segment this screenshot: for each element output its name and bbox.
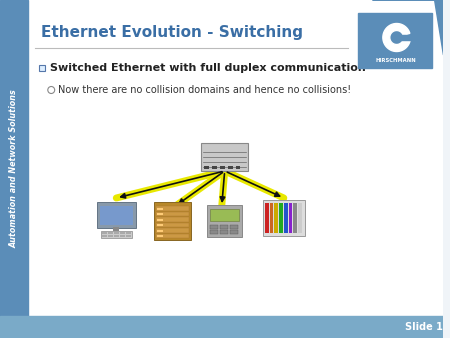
Bar bbox=[210, 230, 218, 234]
Bar bbox=[235, 166, 240, 169]
Bar bbox=[201, 143, 248, 171]
Bar bbox=[288, 203, 292, 233]
Bar bbox=[220, 166, 225, 169]
Bar bbox=[156, 222, 189, 227]
Bar bbox=[156, 212, 189, 216]
Text: Now there are no collision domains and hence no collisions!: Now there are no collision domains and h… bbox=[58, 85, 351, 95]
Bar bbox=[157, 230, 162, 232]
Text: Switched Ethernet with full duplex communication: Switched Ethernet with full duplex commu… bbox=[50, 63, 366, 73]
Bar bbox=[40, 65, 45, 71]
Bar bbox=[100, 231, 132, 238]
Polygon shape bbox=[395, 35, 411, 40]
Text: Automation and Network Solutions: Automation and Network Solutions bbox=[9, 90, 18, 248]
Bar bbox=[126, 232, 130, 234]
Polygon shape bbox=[383, 24, 410, 51]
Circle shape bbox=[48, 87, 55, 94]
Bar bbox=[157, 213, 162, 215]
Bar bbox=[274, 203, 278, 233]
Bar bbox=[156, 217, 189, 221]
Bar bbox=[156, 228, 189, 233]
Text: HIRSCHMANN: HIRSCHMANN bbox=[375, 58, 416, 63]
Bar bbox=[97, 202, 136, 228]
Bar bbox=[263, 200, 305, 236]
Text: Slide 1: Slide 1 bbox=[405, 322, 443, 332]
Bar bbox=[230, 230, 238, 234]
Bar bbox=[157, 235, 162, 237]
Bar bbox=[103, 232, 107, 234]
Polygon shape bbox=[373, 0, 444, 55]
Bar bbox=[154, 202, 191, 240]
Bar bbox=[0, 316, 444, 338]
Bar bbox=[210, 209, 239, 221]
Bar bbox=[114, 235, 119, 237]
Bar bbox=[0, 0, 27, 338]
Bar bbox=[114, 232, 119, 234]
Bar bbox=[108, 232, 113, 234]
Bar bbox=[156, 206, 189, 211]
Bar bbox=[265, 203, 269, 233]
Bar bbox=[120, 232, 125, 234]
Bar bbox=[212, 166, 217, 169]
Bar bbox=[157, 208, 162, 210]
Bar bbox=[126, 235, 130, 237]
Bar bbox=[103, 235, 107, 237]
Bar bbox=[157, 218, 162, 220]
Bar bbox=[293, 203, 297, 233]
Bar bbox=[220, 225, 228, 229]
Bar bbox=[228, 166, 233, 169]
Bar bbox=[99, 206, 133, 225]
Bar bbox=[207, 205, 243, 237]
Bar bbox=[279, 203, 283, 233]
Text: Ethernet Evolution - Switching: Ethernet Evolution - Switching bbox=[41, 25, 303, 41]
Bar bbox=[353, 0, 440, 80]
Bar bbox=[270, 203, 274, 233]
Bar bbox=[210, 225, 218, 229]
Bar bbox=[204, 166, 209, 169]
Bar bbox=[120, 235, 125, 237]
Bar bbox=[298, 203, 302, 233]
Bar bbox=[220, 230, 228, 234]
Bar bbox=[284, 203, 288, 233]
Bar bbox=[108, 235, 113, 237]
Bar bbox=[157, 224, 162, 226]
Bar bbox=[358, 13, 432, 68]
Bar bbox=[230, 225, 238, 229]
Bar bbox=[156, 234, 189, 238]
Bar bbox=[113, 227, 119, 231]
